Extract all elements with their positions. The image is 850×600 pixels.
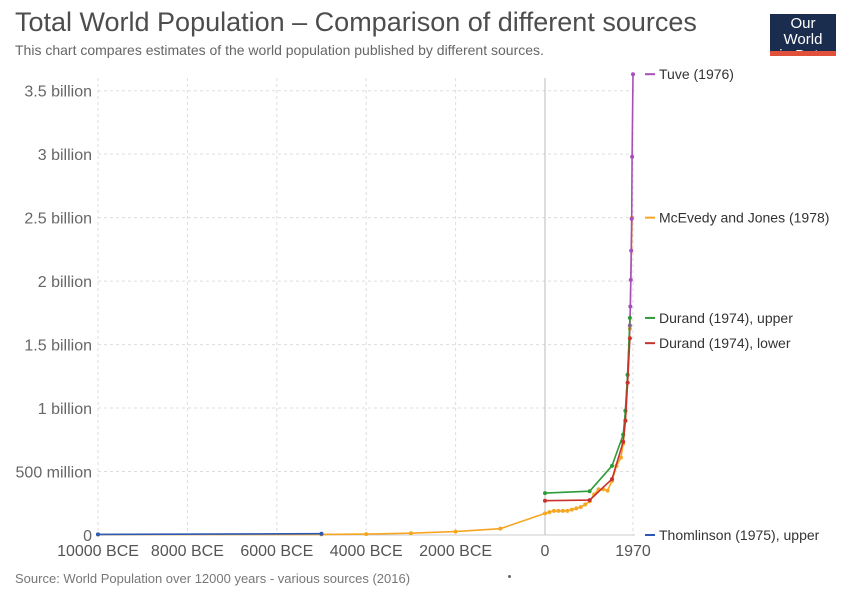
- data-point: [565, 508, 570, 513]
- series-label: Durand (1974), lower: [659, 335, 791, 351]
- data-point: [319, 531, 324, 536]
- data-point: [605, 488, 610, 493]
- x-tick-label: 4000 BCE: [330, 543, 403, 560]
- data-point: [560, 508, 565, 513]
- series-label: McEvedy and Jones (1978): [659, 210, 829, 226]
- series-label: Tuve (1976): [659, 66, 734, 82]
- data-point: [543, 498, 547, 503]
- data-point: [628, 277, 633, 282]
- data-point: [547, 510, 552, 515]
- series-label: Durand (1974), upper: [659, 310, 793, 326]
- data-point: [498, 526, 503, 531]
- data-point: [627, 315, 632, 320]
- data-point: [628, 304, 633, 309]
- data-point: [543, 511, 547, 516]
- y-tick-label: 0: [83, 528, 92, 545]
- logo-accent-bar: [770, 51, 836, 56]
- data-point: [587, 489, 592, 494]
- data-point: [629, 248, 634, 253]
- x-tick-label: 1970: [615, 543, 651, 560]
- data-point: [569, 507, 574, 512]
- source-note: Source: World Population over 12000 year…: [15, 571, 411, 586]
- y-tick-label: 2.5 billion: [24, 211, 92, 228]
- y-tick-label: 2 billion: [38, 274, 92, 291]
- chart-subtitle: This chart compares estimates of the wor…: [15, 42, 544, 58]
- data-point: [623, 418, 628, 423]
- x-tick-label: 10000 BCE: [57, 543, 139, 560]
- data-point: [556, 508, 561, 513]
- series-line: [544, 338, 631, 502]
- y-tick-label: 1.5 billion: [24, 338, 92, 355]
- data-point: [574, 506, 579, 511]
- data-point: [96, 532, 100, 537]
- data-point: [621, 439, 626, 444]
- data-point: [631, 72, 635, 77]
- data-point: [453, 529, 458, 534]
- x-tick-label: 0: [541, 543, 550, 560]
- data-point: [364, 532, 369, 537]
- series-label: Thomlinson (1975), upper: [659, 527, 820, 543]
- series-line: [97, 532, 322, 536]
- data-point: [630, 154, 635, 159]
- data-point: [583, 502, 588, 507]
- y-tick-label: 1 billion: [38, 401, 92, 418]
- series-line: [97, 217, 633, 536]
- data-point: [551, 508, 556, 513]
- data-point: [578, 505, 583, 510]
- y-tick-label: 500 million: [16, 465, 92, 482]
- data-point: [610, 477, 615, 482]
- data-point: [543, 491, 547, 496]
- data-point: [618, 455, 623, 460]
- y-tick-label: 3.5 billion: [24, 84, 92, 101]
- chart-title: Total World Population – Comparison of d…: [15, 7, 697, 37]
- x-tick-label: 6000 BCE: [240, 543, 313, 560]
- data-point: [587, 498, 592, 503]
- data-point: [625, 380, 630, 385]
- data-point: [610, 463, 615, 468]
- owid-logo[interactable]: Our World in Data: [770, 14, 836, 64]
- logo-line-1: Our World: [783, 15, 823, 48]
- data-point: [408, 531, 413, 536]
- footnote-dot: [508, 575, 511, 578]
- y-tick-label: 3 billion: [38, 147, 92, 164]
- x-tick-label: 2000 BCE: [419, 543, 492, 560]
- x-tick-label: 8000 BCE: [151, 543, 224, 560]
- data-point: [629, 216, 634, 221]
- data-point: [627, 336, 632, 341]
